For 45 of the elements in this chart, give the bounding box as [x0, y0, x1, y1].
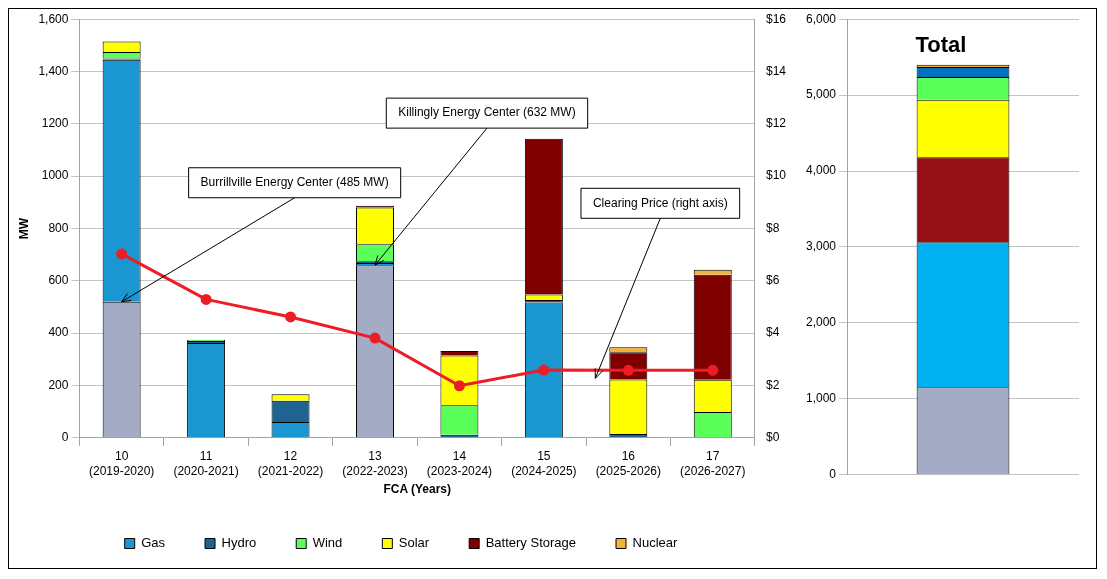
x-tick-label: 15 (2024-2025): [511, 449, 577, 478]
y-tick-label: 200: [48, 377, 69, 392]
x-tick-label: 17 (2026-2027): [680, 449, 746, 478]
y-tick-label: 0: [829, 466, 837, 481]
y2-tick-label: $6: [765, 273, 780, 288]
y2-tick-label: $8: [765, 220, 780, 235]
x-tick-label: 14 (2023-2024): [426, 449, 493, 478]
y-tick-label: 2,000: [806, 315, 837, 330]
y2-tick-label: $0: [765, 430, 780, 445]
y-tick-label: 0: [61, 430, 69, 445]
y-tick-label: 800: [48, 220, 69, 235]
x-axis-title: FCA (Years): [383, 482, 451, 497]
x-tick-label: 12 (2021-2022): [257, 449, 324, 478]
y-tick-label: 1,400: [38, 63, 69, 78]
legend-label: Nuclear: [632, 535, 678, 551]
y2-tick-label: $4: [765, 325, 780, 340]
y-tick-label: 1,000: [806, 391, 837, 406]
annotation: Killingly Energy Center (632 MW): [398, 105, 576, 120]
y-tick-label: 3,000: [806, 239, 837, 254]
y-axis-title: MW: [16, 217, 31, 240]
y-tick-label: 6,000: [806, 11, 837, 26]
y2-tick-label: $12: [765, 116, 787, 131]
x-tick-label: 10 (2019-2020): [88, 449, 155, 478]
legend-label: Gas: [141, 535, 166, 551]
x-tick-label: 13 (2022-2023): [342, 449, 408, 478]
y2-tick-label: $10: [765, 168, 787, 183]
y-tick-label: 1,600: [38, 11, 69, 26]
y2-tick-label: $2: [765, 377, 780, 392]
legend-label: Hydro: [221, 535, 257, 551]
legend-label: Solar: [398, 535, 430, 551]
y2-tick-label: $16: [765, 11, 787, 26]
y-tick-label: 1000: [41, 168, 69, 183]
y-tick-label: 4,000: [806, 163, 837, 178]
annotation: Burrillville Energy Center (485 MW): [200, 175, 389, 190]
legend-label: Battery Storage: [485, 535, 577, 551]
y-tick-label: 1200: [41, 116, 69, 131]
legend-label: Wind: [312, 535, 343, 551]
y2-tick-label: $14: [765, 63, 787, 78]
x-tick-label: 11 (2020-2021): [173, 449, 239, 478]
y-tick-label: 600: [48, 273, 69, 288]
y-tick-label: 5,000: [806, 87, 837, 102]
x-tick-label: 16 (2025-2026): [595, 449, 662, 478]
y-tick-label: 400: [48, 325, 69, 340]
text: Total: [915, 32, 967, 58]
annotation: Clearing Price (right axis): [592, 195, 728, 210]
